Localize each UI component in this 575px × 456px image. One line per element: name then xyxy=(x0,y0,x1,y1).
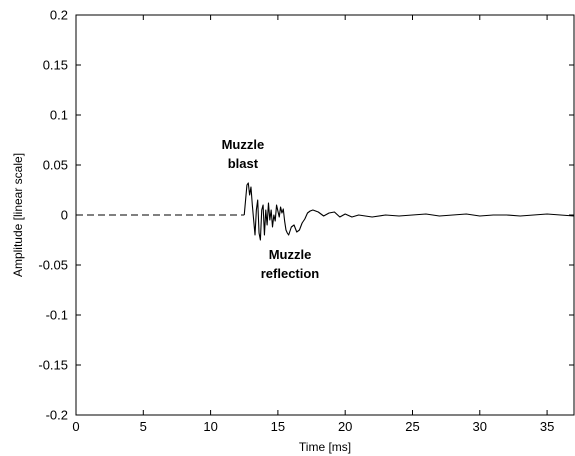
y-tick-label: 0.15 xyxy=(43,58,68,73)
y-tick-label: 0.05 xyxy=(43,158,68,173)
annotation-group: Muzzle blast Muzzle reflection xyxy=(222,137,320,281)
x-tick-label: 20 xyxy=(338,419,352,434)
x-tick-label: 10 xyxy=(203,419,217,434)
annotation-line: Muzzle xyxy=(269,247,312,262)
x-tick-label: 5 xyxy=(140,419,147,434)
annotation-line: reflection xyxy=(261,266,320,281)
x-tick-label: 0 xyxy=(72,419,79,434)
series-line-2 xyxy=(243,182,575,241)
x-tick-label: 35 xyxy=(540,419,554,434)
annotation-line: blast xyxy=(228,156,259,171)
y-tick-label: 0.2 xyxy=(50,8,68,23)
y-tick-label: -0.2 xyxy=(46,408,68,423)
annotation-line: Muzzle xyxy=(222,137,265,152)
y-tick-label: -0.1 xyxy=(46,308,68,323)
y-tick-label: -0.05 xyxy=(38,258,68,273)
y-tick-label: -0.15 xyxy=(38,358,68,373)
y-tick-label: 0.1 xyxy=(50,108,68,123)
annotation-1: Muzzle blast xyxy=(222,137,265,171)
x-axis-title: Time [ms] xyxy=(299,440,351,454)
x-tick-label: 15 xyxy=(271,419,285,434)
y-axis-title: Amplitude [linear scale] xyxy=(11,153,25,277)
x-tick-label: 30 xyxy=(473,419,487,434)
annotation-2: Muzzle reflection xyxy=(261,247,320,281)
x-tick-label: 25 xyxy=(405,419,419,434)
series-group xyxy=(76,182,575,241)
y-tick-label: 0 xyxy=(61,208,68,223)
tick-group: 0 5 10 15 20 25 30 35 0.2 0.15 0.1 0.05 0 -0.05 -0.1 -0… xyxy=(38,8,574,434)
